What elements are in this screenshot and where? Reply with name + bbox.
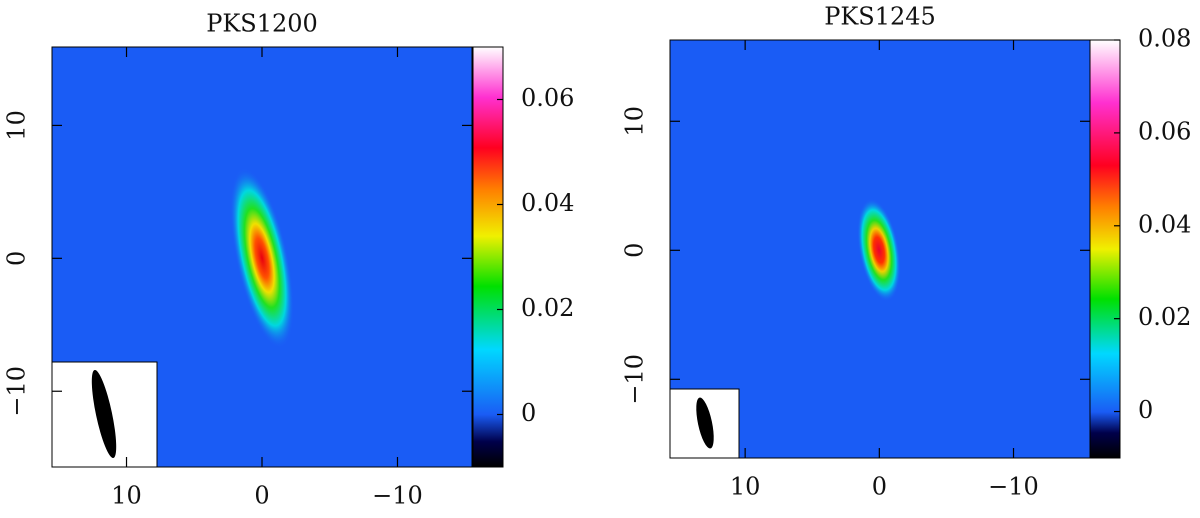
y-tick-label: 0	[621, 243, 649, 258]
chart-title: PKS1200	[206, 10, 318, 38]
colorbar	[472, 46, 504, 468]
colorbar-tick-label: 0.06	[521, 84, 574, 112]
y-tick-label: −10	[3, 366, 31, 417]
colorbar-tick-label: 0.04	[521, 189, 574, 217]
x-tick-label: −10	[372, 482, 423, 510]
x-tick-label: 0	[872, 473, 887, 501]
x-tick-label: 10	[111, 482, 142, 510]
x-tick-label: 10	[730, 473, 761, 501]
source-emission	[230, 167, 294, 349]
colorbar-tick-label: 0	[1138, 396, 1153, 424]
y-tick-label: 10	[3, 110, 31, 141]
colorbar-tick-label: 0.02	[521, 294, 574, 322]
colorbar-tick-label: 0.08	[1138, 25, 1191, 53]
x-tick-label: 0	[254, 482, 269, 510]
colorbar-tick-label: 0.02	[1138, 303, 1191, 331]
beam-ellipse	[91, 369, 117, 459]
beam-ellipse	[696, 397, 714, 449]
colorbar-tick-label: 0	[521, 399, 536, 427]
y-tick-label: −10	[621, 354, 649, 405]
colorbar-tick-label: 0.04	[1138, 210, 1191, 238]
y-tick-label: 10	[621, 106, 649, 137]
source-emission	[857, 198, 901, 302]
colorbar	[1089, 39, 1121, 459]
x-tick-label: −10	[988, 473, 1039, 501]
colorbar-tick-label: 0.06	[1138, 117, 1191, 145]
y-tick-label: 0	[3, 251, 31, 266]
chart-title: PKS1245	[824, 3, 936, 31]
